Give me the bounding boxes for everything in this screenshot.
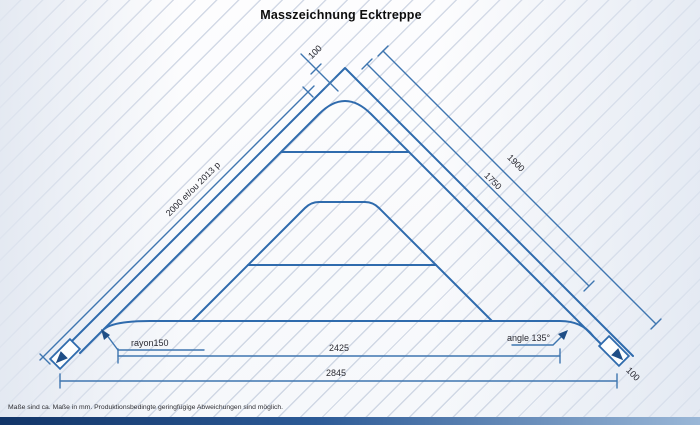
- leader-label-radius: rayon150: [131, 338, 169, 348]
- dim-tick: [302, 86, 314, 98]
- left-end-cap-arrow-icon: [55, 351, 68, 364]
- disclaimer-text: Maße sind ca. Maße in mm. Produktionsbed…: [8, 404, 284, 411]
- dim-tick: [39, 353, 51, 365]
- right-end-cap: [597, 334, 631, 368]
- dim-tick: [324, 77, 336, 89]
- right-end-cap-rect: [597, 334, 631, 368]
- leader-line: [105, 333, 205, 351]
- leader-arrow-icon: [558, 330, 568, 340]
- leader-label-angle: angle 135°: [507, 333, 551, 343]
- dim-label-2425: 2425: [329, 343, 349, 353]
- dim-label-bottom-100: 100: [624, 365, 642, 383]
- dim-right-inner: 1750: [361, 58, 595, 292]
- dim-top-stringer-width: 100: [300, 43, 339, 92]
- leader-arrow-icon: [101, 329, 110, 340]
- leader-radius: rayon150: [101, 329, 205, 351]
- dim-label-1900: 1900: [505, 152, 526, 173]
- stringer-inner-edge: [79, 100, 609, 354]
- left-end-cap-rect: [48, 337, 82, 371]
- dim-tick: [377, 45, 389, 57]
- dim-right-outer: 1900: [377, 45, 662, 330]
- page-title: Masszeichnung Ecktreppe: [260, 8, 422, 22]
- dim-bottom-outer: 2845: [59, 368, 618, 389]
- stringer-outer-edge: [55, 67, 634, 358]
- tread-line-bottom: [103, 320, 594, 337]
- leader-line: [511, 333, 565, 346]
- dim-line: [300, 53, 339, 92]
- dim-label-top-100: 100: [306, 43, 324, 61]
- left-end-cap: [48, 337, 82, 371]
- dim-tick: [310, 63, 322, 75]
- staircase-outline: [55, 67, 634, 358]
- dim-label-2845: 2845: [326, 368, 346, 378]
- dim-line: [39, 85, 315, 361]
- step-chevron: [191, 201, 493, 322]
- footer-gradient-bar: [0, 417, 700, 425]
- dim-bottom-inner: 2425: [117, 343, 561, 364]
- dim-left-flight: 2000 et/ou 2013 p: [39, 85, 315, 365]
- right-end-cap-arrow-icon: [611, 348, 624, 361]
- dim-tick: [361, 58, 373, 70]
- dim-line: [366, 63, 590, 287]
- dim-label-1750: 1750: [482, 170, 503, 191]
- dim-tick: [583, 280, 595, 292]
- dim-tick: [650, 318, 662, 330]
- dim-label-left-flight: 2000 et/ou 2013 p: [164, 160, 222, 218]
- dim-line: [382, 50, 657, 325]
- leader-angle: angle 135°: [507, 330, 568, 346]
